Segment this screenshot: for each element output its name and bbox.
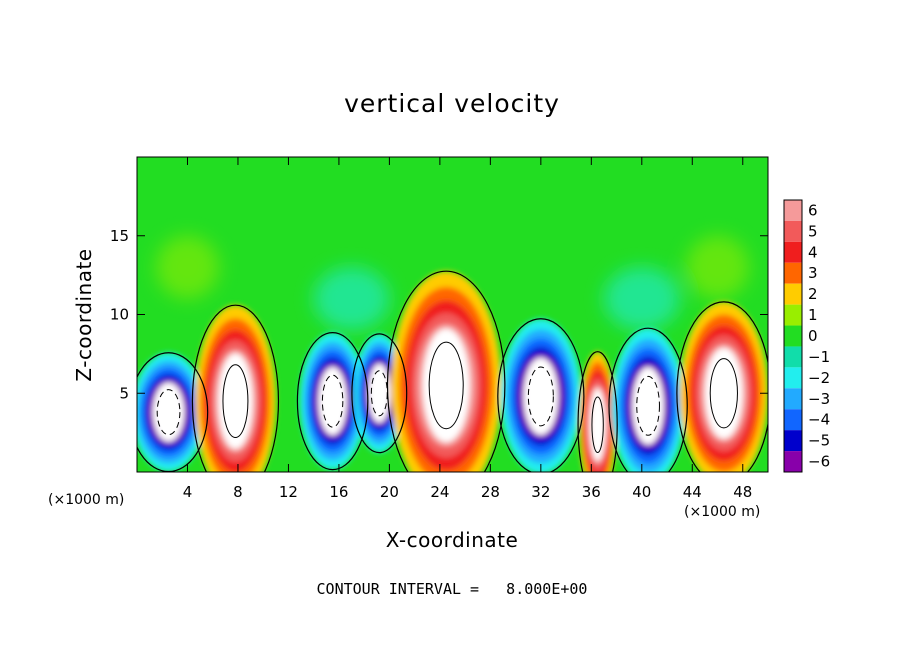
x-tick-label: 44 <box>683 483 702 501</box>
contour-line <box>428 341 464 430</box>
x-axis: 4 8 12 16 20 24 28 32 36 40 44 48 <box>183 157 752 501</box>
x-unit-right: (×1000 m) <box>684 504 760 520</box>
cell-core <box>705 347 743 439</box>
chart-title: vertical velocity <box>344 89 560 118</box>
field-soft-layer <box>155 235 750 331</box>
colorbar-swatch <box>784 220 802 242</box>
colorbar-swatch <box>784 200 802 221</box>
x-axis-label: X-coordinate <box>386 528 519 552</box>
zero-contour <box>676 301 768 472</box>
x-tick-label: 28 <box>481 483 500 501</box>
contour-line <box>156 389 181 436</box>
colorbar-label: −2 <box>808 369 830 387</box>
contour-layer <box>137 270 768 472</box>
colorbar-label: 0 <box>808 327 818 345</box>
x-tick-label: 4 <box>183 483 193 501</box>
field-soft-patch <box>685 235 750 299</box>
colorbar-swatch <box>784 241 802 263</box>
field-soft-patch <box>155 235 220 299</box>
contour-line <box>636 375 660 436</box>
colorbar-label: −5 <box>808 432 830 450</box>
zero-contour <box>351 333 408 454</box>
colorbar-label: 4 <box>808 243 818 261</box>
plot-area <box>137 157 768 472</box>
colorbar-swatch <box>784 262 802 284</box>
colorbar-swatch <box>784 304 802 326</box>
colorbar: 6 5 4 3 2 1 0 −1 −2 −3 −4 −5 −6 <box>783 199 830 473</box>
x-tick-label: 40 <box>632 483 651 501</box>
cell-core <box>422 328 470 443</box>
y-tick-label: 10 <box>110 306 129 324</box>
colorbar-label: −6 <box>808 453 830 471</box>
colorbar-label: 3 <box>808 264 818 282</box>
colorbar-frame <box>783 199 803 473</box>
colorbar-label: −3 <box>808 390 830 408</box>
cell-core <box>523 357 559 435</box>
colorbar-label: 2 <box>808 285 818 303</box>
colorbar-swatch <box>784 367 802 389</box>
x-tick-label: 20 <box>380 483 399 501</box>
colorbar-label: 5 <box>808 222 818 240</box>
x-tick-label: 36 <box>582 483 601 501</box>
contour-line <box>321 374 344 428</box>
cell-core <box>368 363 391 423</box>
zero-contour <box>296 332 369 471</box>
x-tick-label: 48 <box>733 483 752 501</box>
colorbar-swatch <box>784 409 802 431</box>
field-soft-patch <box>313 267 390 331</box>
contour-interval-note: CONTOUR INTERVAL = 8.000E+00 <box>317 580 588 598</box>
contour-line <box>591 396 604 453</box>
zero-contour <box>497 318 585 472</box>
x-tick-label: 24 <box>430 483 449 501</box>
contour-line <box>222 364 249 439</box>
cell-core <box>632 367 664 445</box>
cell-core <box>318 367 347 436</box>
colorbar-swatch <box>784 325 802 347</box>
contour-line <box>709 358 738 429</box>
colorbar-swatch <box>784 388 802 410</box>
x-unit-left: (×1000 m) <box>48 492 124 508</box>
y-axis-label: Z-coordinate <box>72 248 96 381</box>
colorbar-swatch <box>784 430 802 452</box>
x-tick-label: 8 <box>233 483 243 501</box>
colorbar-label: −4 <box>808 411 830 429</box>
colorbar-swatch <box>784 346 802 368</box>
y-tick-label: 15 <box>110 227 129 245</box>
y-tick-label: 5 <box>119 384 129 402</box>
cell-core <box>218 353 253 449</box>
zero-contour <box>191 304 280 472</box>
x-tick-label: 32 <box>531 483 550 501</box>
colorbar-label: −1 <box>808 348 830 366</box>
colorbar-label: 1 <box>808 306 818 324</box>
y-axis: 5 10 15 <box>110 227 768 402</box>
field-cells-layer <box>137 271 768 472</box>
zero-contour <box>577 351 618 472</box>
colorbar-swatch <box>784 283 802 305</box>
x-tick-label: 12 <box>279 483 298 501</box>
zero-contour <box>386 270 506 472</box>
contour-line <box>527 366 554 427</box>
x-tick-label: 16 <box>329 483 348 501</box>
cell-core <box>152 382 185 442</box>
colorbar-swatch <box>784 451 802 472</box>
field-soft-patch <box>603 267 680 331</box>
zero-contour <box>608 327 688 472</box>
colorbar-label: 6 <box>808 201 818 219</box>
